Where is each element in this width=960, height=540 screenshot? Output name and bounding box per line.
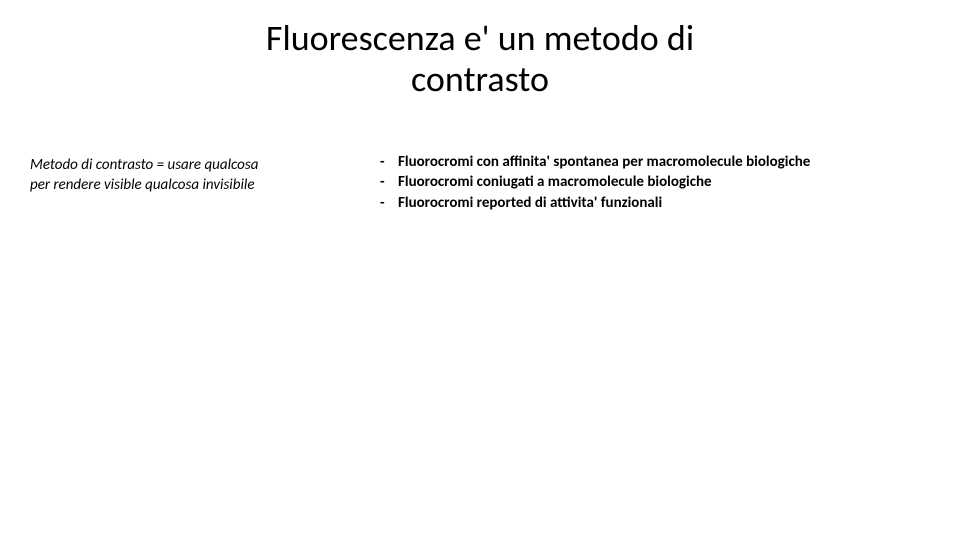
slide-title: Fluorescenza e' un metodo di contrasto (0, 18, 960, 101)
bullet-text: Fluorocromi reported di attivita' funzio… (398, 193, 940, 213)
title-line-1: Fluorescenza e' un metodo di (266, 16, 694, 60)
title-line-2: contrasto (411, 57, 549, 101)
definition-block: Metodo di contrasto = usare qualcosa per… (30, 156, 350, 195)
definition-line-2: per rendere visible qualcosa invisibile (30, 176, 255, 194)
bullet-text: Fluorocromi coniugati a macromolecule bi… (398, 172, 940, 192)
dash-icon: - (380, 152, 398, 172)
dash-icon: - (380, 193, 398, 213)
bullet-text: Fluorocromi con affinita' spontanea per … (398, 152, 940, 172)
bullet-list: - Fluorocromi con affinita' spontanea pe… (380, 152, 940, 213)
dash-icon: - (380, 172, 398, 192)
definition-line-1: Metodo di contrasto = usare qualcosa (30, 156, 258, 174)
list-item: - Fluorocromi con affinita' spontanea pe… (380, 152, 940, 172)
list-item: - Fluorocromi coniugati a macromolecule … (380, 172, 940, 192)
list-item: - Fluorocromi reported di attivita' funz… (380, 193, 940, 213)
